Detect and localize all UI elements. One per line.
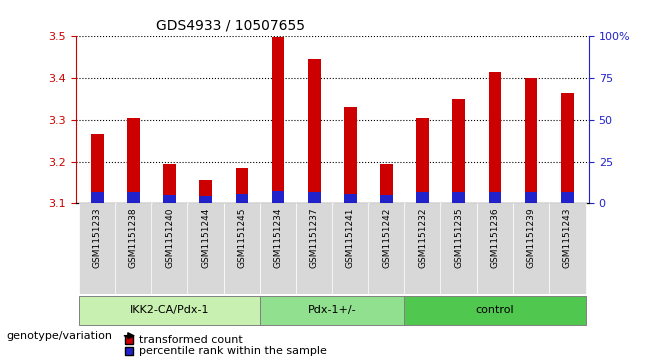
FancyBboxPatch shape [125, 336, 133, 344]
FancyBboxPatch shape [332, 203, 368, 294]
Bar [561, 192, 574, 203]
Text: GSM1151240: GSM1151240 [165, 208, 174, 268]
Text: GSM1151242: GSM1151242 [382, 208, 391, 268]
Bar [91, 192, 104, 203]
FancyBboxPatch shape [549, 203, 586, 294]
Bar [199, 180, 212, 203]
Bar [489, 72, 501, 203]
FancyBboxPatch shape [79, 203, 116, 294]
Bar [453, 99, 465, 203]
Bar [127, 118, 140, 203]
FancyBboxPatch shape [260, 295, 405, 325]
FancyBboxPatch shape [476, 203, 513, 294]
Text: GSM1151239: GSM1151239 [526, 208, 536, 269]
Text: GSM1151244: GSM1151244 [201, 208, 211, 268]
Bar [380, 195, 393, 203]
Text: control: control [476, 305, 515, 315]
FancyBboxPatch shape [296, 203, 332, 294]
Bar [417, 118, 429, 203]
Bar [91, 134, 104, 203]
Bar [272, 191, 284, 203]
FancyBboxPatch shape [125, 347, 133, 355]
FancyBboxPatch shape [368, 203, 405, 294]
FancyBboxPatch shape [151, 203, 188, 294]
Text: GSM1151241: GSM1151241 [346, 208, 355, 268]
FancyBboxPatch shape [79, 295, 261, 325]
Bar [163, 195, 176, 203]
FancyBboxPatch shape [513, 203, 549, 294]
Text: GSM1151235: GSM1151235 [454, 208, 463, 269]
Bar [380, 164, 393, 203]
Bar [236, 194, 248, 203]
Text: GSM1151238: GSM1151238 [129, 208, 138, 269]
Text: GSM1151237: GSM1151237 [310, 208, 318, 269]
Bar [561, 93, 574, 203]
FancyBboxPatch shape [224, 203, 261, 294]
Text: IKK2-CA/Pdx-1: IKK2-CA/Pdx-1 [130, 305, 209, 315]
FancyBboxPatch shape [260, 203, 296, 294]
Text: transformed count: transformed count [139, 335, 243, 345]
Bar [453, 192, 465, 203]
Text: GSM1151236: GSM1151236 [490, 208, 499, 269]
Text: GSM1151234: GSM1151234 [274, 208, 282, 268]
Text: genotype/variation: genotype/variation [7, 331, 113, 341]
Bar [308, 192, 320, 203]
FancyBboxPatch shape [188, 203, 224, 294]
Text: GSM1151245: GSM1151245 [238, 208, 247, 268]
Text: GSM1151233: GSM1151233 [93, 208, 102, 269]
FancyBboxPatch shape [404, 295, 586, 325]
Text: percentile rank within the sample: percentile rank within the sample [139, 346, 328, 356]
Bar [344, 107, 357, 203]
Text: GSM1151232: GSM1151232 [418, 208, 427, 268]
Bar [417, 192, 429, 203]
FancyBboxPatch shape [115, 203, 152, 294]
Bar [127, 192, 140, 203]
Bar [489, 192, 501, 203]
FancyBboxPatch shape [440, 203, 477, 294]
Bar [308, 59, 320, 203]
Bar [525, 192, 538, 203]
Text: GDS4933 / 10507655: GDS4933 / 10507655 [156, 18, 305, 32]
Bar [163, 164, 176, 203]
Bar [199, 196, 212, 203]
Bar [525, 78, 538, 203]
Bar [344, 194, 357, 203]
Bar [236, 168, 248, 203]
Text: GSM1151243: GSM1151243 [563, 208, 572, 268]
Text: Pdx-1+/-: Pdx-1+/- [308, 305, 357, 315]
Bar [272, 37, 284, 203]
FancyBboxPatch shape [404, 203, 441, 294]
